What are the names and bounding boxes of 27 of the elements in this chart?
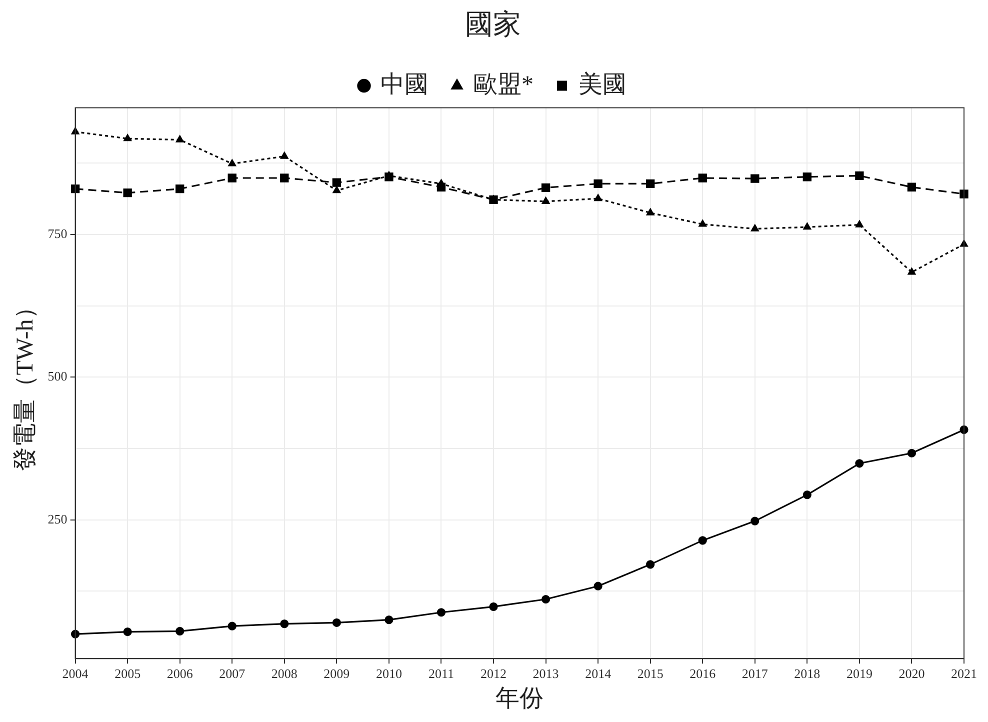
x-tick-label: 2007 (219, 666, 246, 681)
x-tick-label: 2018 (794, 666, 820, 681)
x-tick-label: 2014 (585, 666, 612, 681)
y-tick-label: 250 (48, 511, 68, 526)
legend-title: 國家 (465, 9, 521, 40)
x-tick-label: 2013 (532, 666, 559, 681)
x-tick-label: 2004 (62, 666, 89, 681)
legend-label: 歐盟* (474, 72, 534, 98)
x-tick-label: 2006 (166, 666, 194, 681)
x-tick-label: 2005 (114, 666, 141, 681)
x-tick-label: 2016 (690, 666, 716, 681)
x-tick-label: 2011 (428, 666, 454, 681)
x-tick-label: 2015 (637, 666, 664, 681)
x-tick-label: 2021 (951, 666, 977, 681)
legend-label: 美國 (578, 71, 626, 98)
y-axis-title: 發電量（TW-h） (12, 295, 39, 472)
x-tick-label: 2012 (480, 666, 507, 681)
y-tick-label: 500 (48, 368, 68, 384)
x-tick-label: 2010 (376, 666, 402, 681)
x-tick-label: 2009 (324, 666, 350, 681)
x-tick-label: 2017 (742, 666, 768, 681)
x-tick-label: 2008 (271, 666, 298, 681)
x-tick-label: 2020 (898, 666, 925, 681)
y-tick-label: 750 (48, 226, 68, 241)
legend-label: 中國 (380, 72, 428, 98)
x-tick-label: 2019 (846, 666, 872, 681)
x-axis-title: 年份 (496, 686, 544, 712)
